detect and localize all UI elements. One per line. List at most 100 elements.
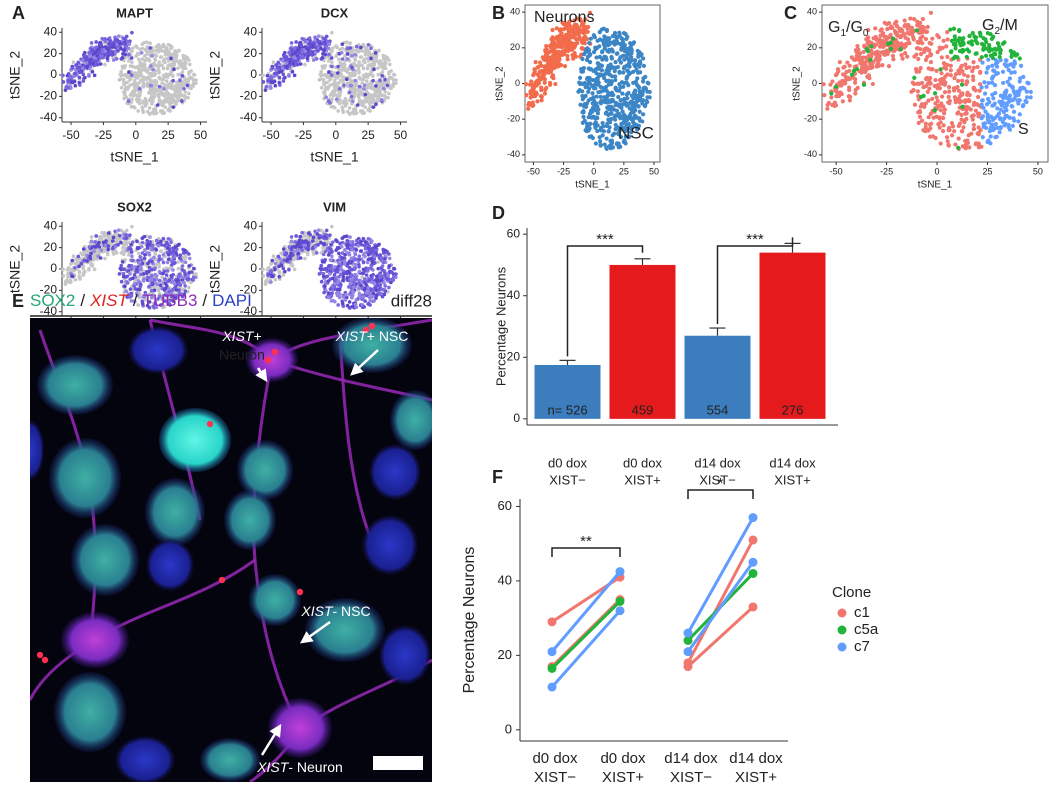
cell-dot (141, 272, 146, 276)
cell-dot (178, 86, 183, 90)
cell-dot (105, 233, 109, 238)
cell-dot (174, 84, 178, 88)
cell-dot (133, 287, 138, 291)
cell-dot (293, 240, 297, 244)
cell-dot (618, 60, 623, 65)
cell-dot (327, 263, 332, 268)
cell-dot (392, 266, 396, 271)
cell-dot (147, 300, 152, 304)
cell-dot (191, 278, 196, 282)
cell-dot (334, 44, 338, 48)
cell-dot (154, 54, 159, 58)
cell-dot (301, 37, 306, 42)
cell-dot (61, 73, 65, 78)
cell-dot (616, 141, 621, 146)
cell-dot (371, 272, 375, 277)
cell-dot (383, 289, 388, 294)
cell-dot (386, 274, 390, 278)
cell-dot (387, 62, 392, 67)
cell-dot (635, 127, 640, 132)
cell-dot (307, 36, 312, 40)
cell-dot (142, 256, 147, 261)
cell-dot (833, 73, 838, 78)
cell-dot (140, 301, 145, 306)
cell-dot (321, 52, 325, 56)
cell-dot (163, 105, 167, 109)
cell-dot (374, 278, 378, 282)
cell-dot (134, 76, 138, 80)
cell-dot (271, 60, 276, 65)
cell-dot (360, 81, 364, 85)
cell-dot (383, 77, 387, 82)
cell-dot (363, 254, 367, 259)
cell-dot (340, 256, 345, 260)
cell-dot (165, 246, 170, 250)
cell-dot (329, 56, 334, 60)
cell-dot (336, 290, 340, 295)
cell-dot (617, 30, 622, 35)
cell-dot (181, 280, 186, 285)
cell-dot (613, 77, 618, 83)
cell-dot (90, 59, 95, 63)
y-tick-label: 20 (510, 42, 520, 52)
cell-dot (637, 50, 642, 55)
cell-dot (182, 86, 186, 91)
cell-dot (141, 101, 146, 105)
cell-dot (333, 287, 338, 291)
cell-dot (619, 47, 624, 52)
cell-dot (329, 73, 334, 77)
cell-dot (183, 90, 188, 94)
cell-dot (579, 81, 585, 86)
cell-dot (556, 38, 561, 43)
cell-dot (94, 40, 98, 44)
cell-dot (129, 56, 134, 60)
cell-dot (348, 46, 353, 50)
y-axis-label: tSNE_2 (207, 51, 223, 99)
cell-dot (601, 129, 607, 134)
cell-dot (366, 237, 371, 241)
cell-dot (621, 139, 626, 144)
cell-dot (148, 240, 153, 244)
cell-dot (305, 250, 310, 255)
cell-dot (829, 95, 834, 100)
cell-dot (643, 86, 649, 91)
cell-dot (596, 80, 601, 85)
cell-dot (641, 63, 647, 68)
y-tick-label: 0 (250, 67, 257, 81)
cell-dot (387, 277, 391, 281)
cell-dot (293, 46, 297, 50)
cell-dot (645, 99, 650, 105)
cell-dot (613, 122, 618, 128)
cell-dot (562, 64, 568, 69)
cell-dot (365, 260, 370, 265)
cell-dot (357, 84, 362, 89)
cell-dot (357, 75, 362, 80)
panel-letter: D (492, 203, 505, 223)
cell-dot (96, 56, 101, 60)
cell-dot (277, 80, 282, 85)
cell-dot (85, 253, 89, 258)
cell-dot (130, 240, 135, 244)
cell-dot (358, 283, 363, 288)
cell-dot (137, 101, 142, 106)
cell-dot (380, 264, 385, 268)
cell-dot (523, 82, 529, 87)
cell-dot (162, 269, 167, 274)
cell-dot (613, 127, 618, 132)
cell-dot (879, 27, 884, 32)
x-tick-label: -50 (830, 166, 843, 176)
cell-dot (84, 61, 89, 65)
cell-dot (354, 44, 359, 49)
cell-dot (884, 34, 889, 40)
cell-dot (88, 254, 92, 259)
cell-dot (287, 50, 291, 55)
cell-dot (311, 58, 316, 62)
cell-dot (130, 224, 134, 229)
cell-dot (624, 80, 629, 85)
cell-dot (128, 93, 133, 97)
cell-dot (157, 257, 162, 262)
cell-dot (177, 256, 182, 260)
cell-dot (280, 66, 285, 70)
cell-dot (350, 80, 354, 84)
x-tick-label: -25 (295, 128, 313, 142)
